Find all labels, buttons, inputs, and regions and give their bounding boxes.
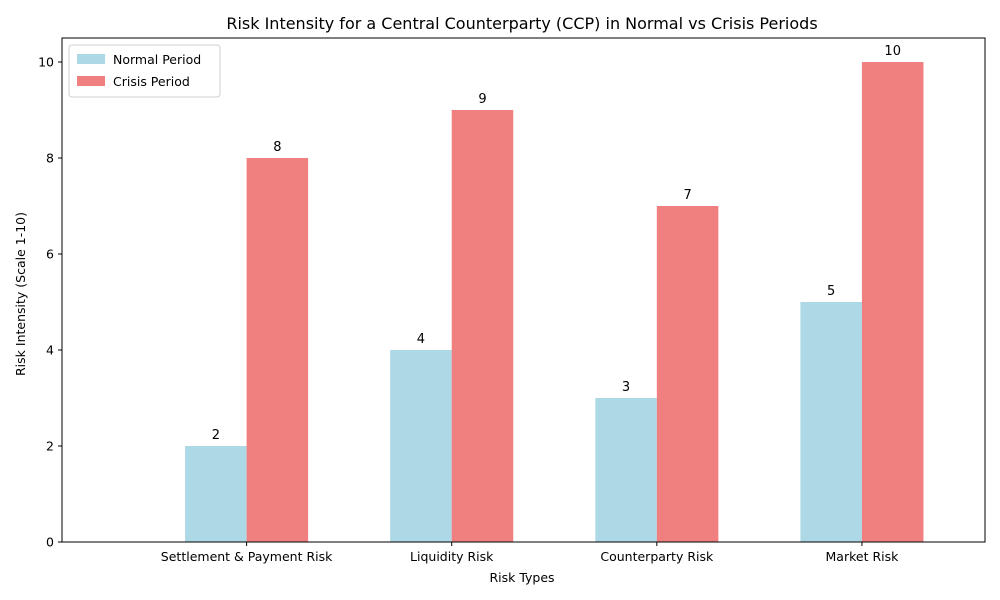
normal-value-label-3: 5	[827, 284, 835, 299]
crisis-bar-1	[451, 110, 514, 542]
y-tick-label: 2	[46, 439, 54, 454]
normal-bar-3	[800, 302, 862, 542]
crisis-value-label-2: 7	[683, 188, 691, 203]
legend-label-0: Normal Period	[113, 52, 201, 67]
x-tick-label-1: Liquidity Risk	[410, 549, 494, 564]
x-tick-label-3: Market Risk	[826, 549, 900, 564]
x-axis-label: Risk Types	[489, 570, 554, 585]
chart-title: Risk Intensity for a Central Counterpart…	[226, 14, 817, 33]
x-tick-label-2: Counterparty Risk	[600, 549, 714, 564]
crisis-value-label-0: 8	[273, 140, 281, 155]
y-tick-label: 0	[46, 535, 54, 550]
y-tick-label: 8	[46, 151, 54, 166]
normal-bar-0	[185, 446, 247, 542]
crisis-value-label-3: 10	[884, 44, 901, 59]
y-axis: 0 2 4 6 8 10	[38, 55, 62, 550]
x-tick-label-0: Settlement & Payment Risk	[161, 549, 333, 564]
y-axis-label: Risk Intensity (Scale 1-10)	[13, 212, 28, 376]
y-tick-label: 4	[46, 343, 54, 358]
crisis-bar-2	[656, 206, 719, 542]
legend-swatch-1	[77, 76, 105, 86]
legend-swatch-0	[77, 54, 105, 64]
normal-bar-2	[595, 398, 657, 542]
normal-bar-1	[390, 350, 452, 542]
legend: Normal Period Crisis Period	[68, 44, 221, 98]
plot-frame	[61, 37, 986, 543]
plot-area: 2 4 3 5 8 9 7 10	[61, 37, 986, 543]
y-tick-label: 10	[38, 55, 54, 70]
normal-value-label-1: 4	[417, 332, 425, 347]
crisis-value-label-1: 9	[478, 92, 486, 107]
normal-value-label-2: 3	[622, 380, 630, 395]
crisis-bar-3	[861, 62, 924, 542]
x-axis: Settlement & Payment Risk Liquidity Risk C…	[161, 542, 899, 564]
normal-value-label-0: 2	[212, 428, 220, 443]
y-tick-label: 6	[46, 247, 54, 262]
legend-box	[68, 44, 221, 98]
legend-label-1: Crisis Period	[113, 74, 190, 89]
crisis-bar-0	[246, 158, 309, 542]
